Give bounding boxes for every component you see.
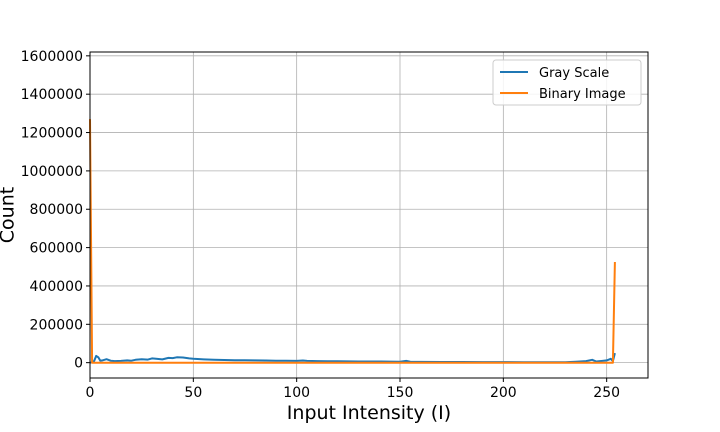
- y-tick-label: 600000: [30, 241, 83, 257]
- y-tick-label: 200000: [30, 317, 83, 333]
- y-axis: 0 200000 400000 600000 800000 1000000 1200000 1…: [21, 49, 90, 372]
- y-tick-label: 1600000: [21, 49, 83, 65]
- x-tick-label: 150: [387, 385, 414, 401]
- x-tick-label: 200: [490, 385, 517, 401]
- x-tick-label: 100: [283, 385, 310, 401]
- y-tick-label: 0: [74, 356, 83, 372]
- series-layer: [89, 119, 616, 364]
- y-tick-label: 1200000: [21, 126, 83, 142]
- x-axis-label: Input Intensity (I): [287, 402, 451, 424]
- legend-box: [492, 59, 642, 106]
- x-axis: 0 50 100 150 200 250: [86, 378, 620, 401]
- legend-label-binary-image: Binary Image: [539, 87, 626, 102]
- x-tick-label: 0: [86, 385, 95, 401]
- x-tick-label: 50: [184, 385, 202, 401]
- y-axis-label: Count: [0, 187, 19, 243]
- legend: Gray Scale Binary Image: [492, 59, 642, 106]
- y-tick-label: 1400000: [21, 87, 83, 103]
- y-tick-label: 1000000: [21, 164, 83, 180]
- x-tick-label: 250: [593, 385, 620, 401]
- series-line-gray-scale: [89, 352, 616, 364]
- legend-label-gray-scale: Gray Scale: [539, 66, 609, 81]
- series-line-binary-image: [89, 119, 616, 364]
- y-tick-label: 800000: [30, 202, 83, 218]
- y-tick-label: 400000: [30, 279, 83, 295]
- plot-frame: [89, 51, 649, 379]
